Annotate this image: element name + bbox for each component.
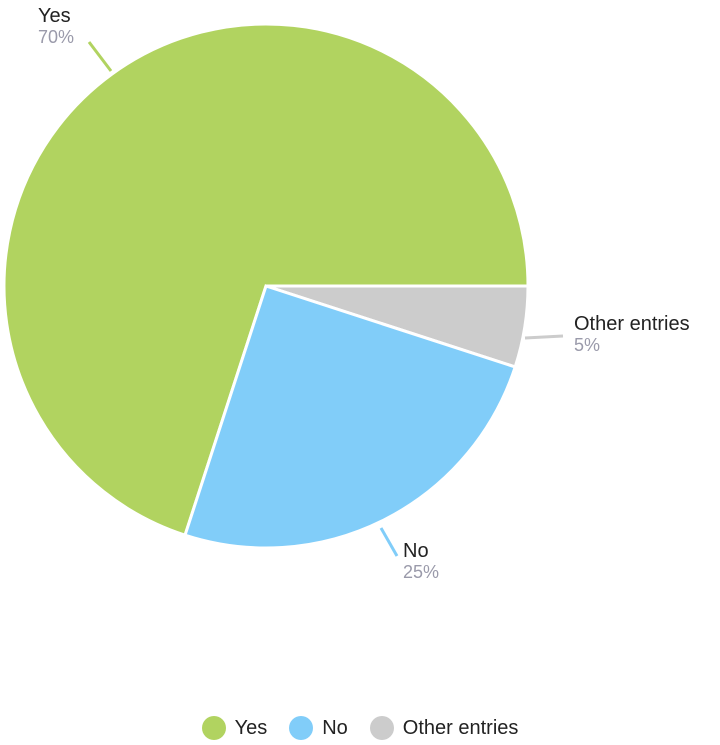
- chart-legend: Yes No Other entries: [0, 716, 720, 740]
- legend-item-yes[interactable]: Yes: [201, 716, 268, 740]
- legend-swatch-no: [289, 716, 314, 740]
- leader-line-other-entries: [524, 334, 564, 340]
- legend-label-no: No: [322, 716, 348, 739]
- legend-item-no[interactable]: No: [289, 716, 348, 740]
- legend-swatch-yes: [201, 716, 226, 740]
- pie-slice-yes[interactable]: [2, 22, 530, 538]
- pie-slices: [2, 22, 530, 550]
- slice-percent-other-entries: 5%: [574, 335, 600, 355]
- slice-label-no: No: [403, 540, 429, 562]
- legend-swatch-other-entries: [369, 716, 394, 740]
- leader-line-no: [379, 527, 399, 557]
- slice-label-yes: Yes: [38, 5, 71, 27]
- legend-label-other-entries: Other entries: [402, 716, 519, 739]
- leader-line-yes: [87, 41, 113, 72]
- slice-percent-yes: 70%: [38, 27, 74, 47]
- slice-percent-no: 25%: [403, 562, 439, 582]
- pie-slice-no[interactable]: [183, 284, 518, 550]
- legend-item-other-entries[interactable]: Other entries: [369, 716, 519, 740]
- slice-label-other-entries: Other entries: [574, 313, 690, 335]
- legend-label-yes: Yes: [234, 716, 268, 739]
